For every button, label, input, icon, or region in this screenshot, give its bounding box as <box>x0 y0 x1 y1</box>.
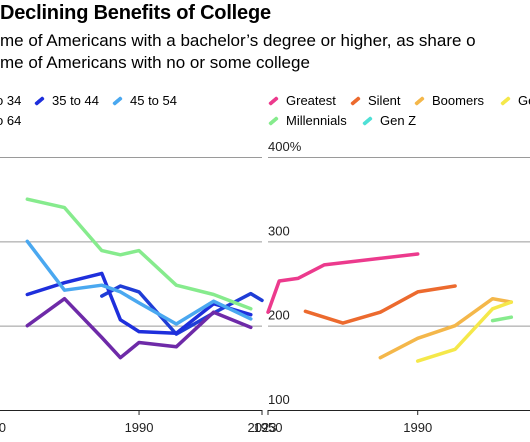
x-tick-label: 0 <box>0 420 6 435</box>
x-tick-label: 1990 <box>125 420 154 435</box>
chart-subtitle: me of Americans with a bachelor’s degree… <box>0 30 476 74</box>
x-tick-label: 1950 <box>254 420 283 435</box>
series-line <box>415 300 514 363</box>
x-tick-label: 1990 <box>403 420 432 435</box>
legend-item-millennials: Millennials <box>268 113 347 128</box>
legend-item-genz: Gen Z <box>362 113 416 128</box>
series-line <box>25 197 253 311</box>
legend-label: 45 to 54 <box>130 93 177 108</box>
subtitle-line: me of Americans with a bachelor’s degree… <box>0 31 476 50</box>
legend-label: Millennials <box>286 113 347 128</box>
legend-label: Gen Z <box>380 113 417 128</box>
legend-item-boomers: Boomers <box>414 93 484 108</box>
legend-label: o 64 <box>0 113 22 128</box>
subtitle-line: me of Americans with no or some college <box>0 53 310 72</box>
y-tick-label: 300 <box>268 223 290 238</box>
series-line <box>490 315 514 323</box>
x-tick-label: 2023 <box>248 420 277 435</box>
legend-label: Greatest <box>286 93 336 108</box>
legend-item-silent: Silent <box>350 93 401 108</box>
chart-title: Declining Benefits of College <box>0 2 271 24</box>
legend-item-o64: o 64 <box>0 113 21 128</box>
y-tick-label: 200 <box>268 308 290 323</box>
series-line <box>378 296 514 360</box>
legend-label: 35 to 44 <box>52 93 99 108</box>
series-line <box>25 271 253 336</box>
legend-item-35-44: 35 to 44 <box>34 93 99 108</box>
legend-label: Ge <box>518 93 530 108</box>
legend-item-greatest: Greatest <box>268 93 336 108</box>
legend-label: o 34 <box>0 93 22 108</box>
legend-label: Silent <box>368 93 401 108</box>
series-line <box>303 284 457 325</box>
legend-label: Boomers <box>432 93 485 108</box>
series-line <box>25 239 253 326</box>
legend-item-45-54: 45 to 54 <box>112 93 177 108</box>
series-line <box>266 252 420 314</box>
legend-item-genx: Ge <box>500 93 530 108</box>
y-tick-label: 400% <box>268 139 302 154</box>
y-tick-label: 100 <box>268 392 290 407</box>
series-line <box>25 296 253 360</box>
legend-item-o34: o 34 <box>0 93 21 108</box>
